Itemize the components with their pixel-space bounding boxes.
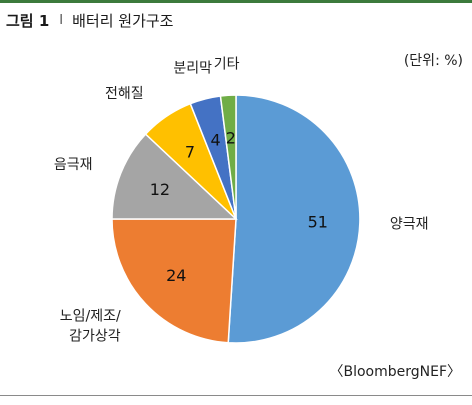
slice-value-label: 2: [226, 128, 236, 147]
slice-value-label: 24: [166, 266, 186, 285]
pie-slice: [219, 94, 237, 220]
header-separator: I: [59, 13, 64, 28]
unit-note: (단위: %): [403, 53, 463, 69]
source-note: 〈BloombergNEF〉: [329, 364, 461, 380]
bottom-rule: [0, 395, 472, 396]
figure-label: 그림 1: [6, 12, 50, 30]
figure-title: 배터리 원가구조: [72, 12, 174, 30]
slice-value-label: 12: [150, 180, 170, 199]
slice-category-label: 기타: [214, 56, 240, 72]
slice-value-label: 7: [185, 142, 195, 161]
slice-category-label: 노임/제조/감가상각: [60, 309, 121, 345]
slice-category-label: 전해질: [105, 86, 144, 102]
slice-category-label: 음극재: [54, 157, 93, 173]
pie-slice: [111, 133, 238, 220]
slice-value-label: 51: [308, 213, 328, 232]
pie-slice: [227, 94, 361, 344]
top-rule: [0, 0, 472, 3]
pie-slice: [111, 218, 237, 344]
slice-category-label: 양극재: [390, 217, 429, 233]
slice-value-label: 4: [211, 131, 221, 150]
figure-header: 그림 1 I 배터리 원가구조: [6, 10, 173, 31]
slice-category-label: 분리막: [173, 61, 212, 77]
